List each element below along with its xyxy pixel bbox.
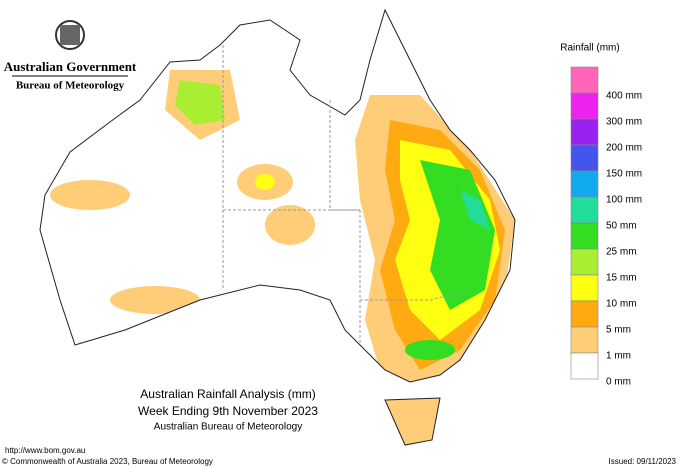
legend: 400 mm 300 mm 200 mm 150 mm 100 mm 50 mm 25 mm… [570,66,642,388]
legend-label: 10 mm [606,299,637,310]
state-borders [222,45,471,345]
legend-swatch [570,66,599,94]
coastline [39,8,516,383]
legend-label: 300 mm [606,117,642,128]
legend-label: 200 mm [606,143,642,154]
tasmania [384,397,441,446]
legend-label: 1 mm [606,351,631,362]
map-subtitle: Week Ending 9th November 2023 [138,404,318,418]
gov-name: Australian Government [4,59,137,74]
legend-label: 400 mm [606,91,642,102]
legend-label: 100 mm [606,195,642,206]
legend-swatch [570,144,599,172]
map-source: Australian Bureau of Meteorology [154,422,302,433]
legend-label: 25 mm [606,247,637,258]
crest [55,20,85,50]
legend-swatch [570,170,599,198]
legend-swatch [570,352,599,380]
legend-label: 50 mm [606,221,637,232]
url: http://www.bom.gov.au [5,446,85,455]
legend-title: Rainfall (mm) [560,43,619,54]
legend-swatch [570,326,599,354]
legend-label: 5 mm [606,325,631,336]
legend-swatch [570,300,599,328]
legend-swatch [570,222,599,250]
legend-swatch [570,92,599,120]
legend-swatch [570,118,599,146]
legend-swatch [570,196,599,224]
copyright: © Commonwealth of Australia 2023, Bureau… [2,457,213,466]
legend-swatch [570,248,599,276]
map-title: Australian Rainfall Analysis (mm) [140,387,315,401]
issued: Issued: 09/11/2023 [609,457,677,466]
legend-label: 150 mm [606,169,642,180]
legend-swatch [570,274,599,302]
rainfall-field [40,10,515,382]
agency-name: Bureau of Meteorology [16,80,125,92]
legend-label: 15 mm [606,273,637,284]
legend-label: 0 mm [606,377,631,388]
